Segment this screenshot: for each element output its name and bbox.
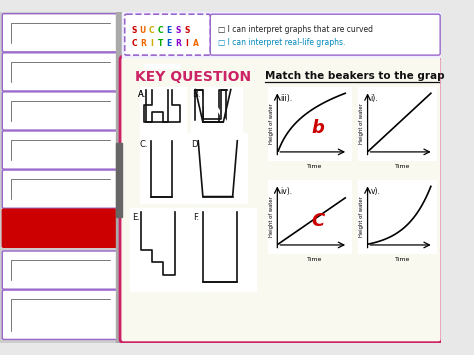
Text: R: R <box>175 39 181 48</box>
Text: E.: E. <box>132 213 140 222</box>
Text: Match the beakers to the grap: Match the beakers to the grap <box>265 71 445 81</box>
Text: Height of water: Height of water <box>269 104 274 144</box>
Text: b: b <box>312 119 325 137</box>
Text: KEY QUESTION: KEY QUESTION <box>135 70 251 84</box>
Text: v).: v). <box>370 187 380 196</box>
Text: Time: Time <box>307 257 322 262</box>
Bar <box>358 87 438 161</box>
Text: Time: Time <box>307 164 322 169</box>
Text: □ I can interpret real-life graphs.: □ I can interpret real-life graphs. <box>218 38 345 47</box>
Text: Height of water: Height of water <box>359 197 365 237</box>
Text: Height of water: Height of water <box>359 104 365 144</box>
Text: F.: F. <box>193 213 200 222</box>
Text: U: U <box>140 26 146 34</box>
Bar <box>0 12 121 343</box>
FancyBboxPatch shape <box>210 14 440 55</box>
Text: S: S <box>184 26 190 34</box>
Text: Time: Time <box>395 164 410 169</box>
Text: E: E <box>167 26 172 34</box>
Text: T: T <box>158 39 163 48</box>
FancyBboxPatch shape <box>125 14 210 55</box>
FancyBboxPatch shape <box>2 251 118 289</box>
Text: E: E <box>167 39 172 48</box>
Bar <box>122 12 441 343</box>
Bar <box>116 12 122 343</box>
Text: S: S <box>131 26 137 34</box>
Text: □ I can interpret graphs that are curved: □ I can interpret graphs that are curved <box>218 24 373 34</box>
Bar <box>268 87 352 161</box>
Bar <box>130 208 205 291</box>
Text: iii).: iii). <box>280 94 292 103</box>
Bar <box>122 12 441 57</box>
FancyBboxPatch shape <box>2 170 118 208</box>
Bar <box>191 87 242 133</box>
FancyBboxPatch shape <box>2 131 118 169</box>
Text: C: C <box>131 39 137 48</box>
Bar <box>139 87 186 133</box>
Bar <box>358 180 438 254</box>
Text: S: S <box>175 26 181 34</box>
FancyBboxPatch shape <box>2 209 118 247</box>
FancyBboxPatch shape <box>120 56 442 343</box>
Text: D.: D. <box>191 140 200 149</box>
Text: Time: Time <box>395 257 410 262</box>
Text: A.: A. <box>138 90 146 99</box>
Bar <box>116 143 122 217</box>
FancyBboxPatch shape <box>2 14 118 52</box>
Bar <box>268 180 352 254</box>
Text: A: A <box>193 39 199 48</box>
Text: B.: B. <box>191 90 200 99</box>
Bar <box>186 133 246 203</box>
Text: A.: A. <box>138 90 146 99</box>
Text: iv).: iv). <box>280 187 292 196</box>
FancyBboxPatch shape <box>2 53 118 91</box>
Text: I: I <box>150 39 153 48</box>
Text: C: C <box>158 26 164 34</box>
Text: i).: i). <box>370 94 378 103</box>
Bar <box>191 208 256 291</box>
FancyBboxPatch shape <box>2 290 118 339</box>
FancyBboxPatch shape <box>2 92 118 130</box>
Text: C.: C. <box>139 140 148 149</box>
Text: Height of water: Height of water <box>269 197 274 237</box>
Text: C: C <box>311 212 325 230</box>
Text: C: C <box>149 26 155 34</box>
Text: I: I <box>186 39 189 48</box>
Bar <box>139 133 191 203</box>
Bar <box>144 64 180 68</box>
Text: R: R <box>140 39 146 48</box>
